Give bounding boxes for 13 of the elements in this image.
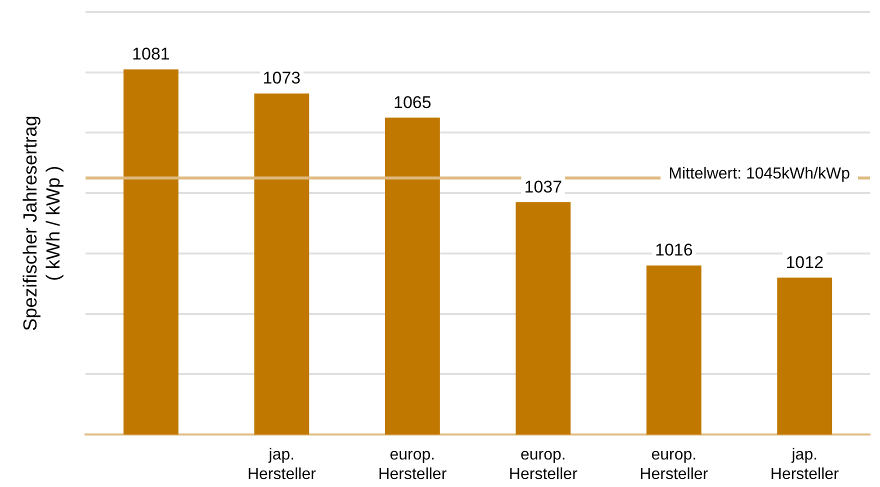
data-label: 1073 [262, 68, 301, 88]
ref-line-label: Mittelwert: 1045kWh/kWp [668, 165, 850, 182]
data-label: 1037 [524, 177, 562, 196]
x-tick-label: europ. Hersteller [508, 446, 578, 483]
data-label: 1012 [786, 252, 824, 272]
data-label: 1081 [132, 44, 170, 64]
x-tick-label: jap. Hersteller [247, 446, 317, 483]
data-label: 1065 [394, 92, 432, 112]
data-label: 1016 [654, 240, 693, 260]
y-axis-title: Spezifischer Jahresertrag ( kWh / kWp ) [20, 116, 64, 332]
x-tick-label: jap. Hersteller [770, 446, 840, 483]
x-tick-label: europ. Hersteller [378, 446, 448, 483]
x-tick-label: europ. Hersteller [640, 446, 709, 483]
